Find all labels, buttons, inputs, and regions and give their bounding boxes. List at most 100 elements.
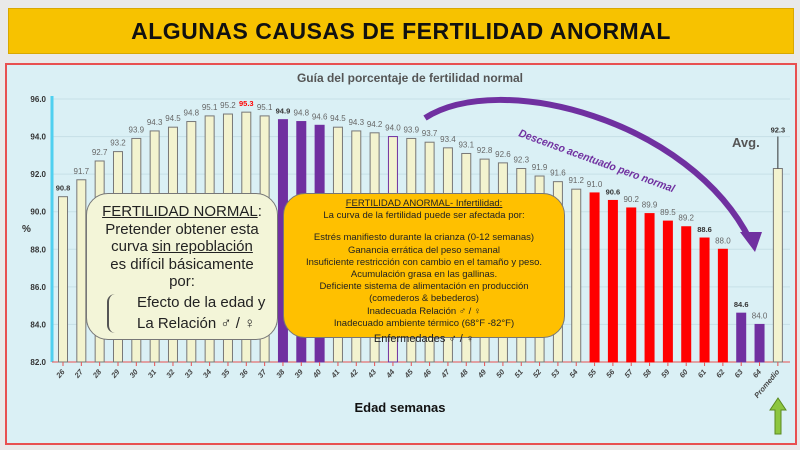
bar-63 [736,312,747,363]
page-title-banner: ALGUNAS CAUSAS DE FERTILIDAD ANORMAL [8,8,794,54]
cause-item: Insuficiente restricción con cambio en e… [305,256,543,268]
data-label: 92.3 [513,156,529,165]
x-tick-label: 64 [751,367,764,380]
x-tick-label: 58 [641,367,654,380]
bar-55 [589,192,600,363]
x-tick-label: 52 [531,367,544,380]
cause-item: Estrés manifiesto durante la crianza (0-… [313,232,535,244]
bar-59 [662,220,673,363]
data-label: 92.6 [495,150,511,159]
data-label: 89.9 [642,201,658,210]
cause-item: Deficiente sistema de alimentación en pr… [319,281,529,293]
cause-item: (comederos & bebederos) [369,293,479,305]
bar-60 [681,226,692,363]
x-tick-label: 61 [696,368,708,380]
data-label: 94.3 [147,118,163,127]
bar-56 [607,199,618,363]
data-label: 90.2 [623,195,639,204]
x-tick-label: 47 [439,367,452,381]
bar-57 [626,207,637,363]
data-label: 94.8 [294,109,310,118]
data-label: 93.7 [422,129,438,138]
x-tick-label: 34 [201,367,214,380]
x-tick-label: 28 [90,367,103,381]
bar-58 [644,213,655,363]
data-label: 91.7 [74,167,90,176]
data-label: 94.0 [385,124,401,133]
data-label: 91.9 [532,163,548,172]
data-label: 93.1 [458,140,474,149]
data-label: 88.6 [697,225,712,234]
bar-Promedio [772,168,783,363]
data-label: 94.5 [165,114,181,123]
data-label: 94.5 [330,114,346,123]
y-tick-label: 88.0 [30,245,46,254]
x-tick-label: 59 [659,367,672,380]
normal-line: es difícil básicamente [110,255,254,273]
x-tick-label: 36 [238,367,251,380]
x-tick-label: 26 [54,367,67,381]
x-tick-label: 38 [274,367,287,380]
data-label: 95.2 [220,101,236,110]
x-tick-label: 60 [677,367,690,380]
x-tick-label: 49 [475,367,488,381]
bar-26 [58,196,68,363]
x-tick-label: 39 [293,367,306,380]
x-tick-label: 54 [568,367,581,380]
x-tick-label: 48 [457,367,470,381]
bar-61 [699,237,710,363]
x-tick-label: 62 [714,367,727,380]
data-label: 89.2 [678,214,694,223]
data-label: 95.1 [202,103,218,112]
data-label: 94.9 [276,107,291,116]
data-label: 90.6 [606,187,621,196]
y-tick-label: 92.0 [30,170,46,179]
cause-item: Inadecuada Relación ♂ / ♀ [366,305,482,317]
data-label: 92.7 [92,148,108,157]
x-tick-label: 35 [219,367,232,380]
normal-line: Pretender obtener esta [105,220,259,238]
x-tick-label: 53 [549,367,562,380]
data-label: 84.6 [734,300,749,309]
bar-54 [571,188,582,363]
data-label: 94.2 [367,120,383,129]
avg-annotation: Avg. [732,135,760,150]
data-label: 94.3 [348,118,364,127]
bar-64 [754,323,765,363]
cause-item: Acumulación grasa en las gallinas. [350,269,498,281]
cause-item: Enfermedades ♂ / ♀ [373,333,475,346]
normal-fertility-box: FERTILIDAD NORMAL: Pretender obtener est… [86,193,278,340]
x-tick-label: 32 [164,367,177,380]
data-label: 94.6 [312,112,328,121]
normal-line: sin repoblación [151,238,253,255]
x-tick-label: 57 [623,367,636,380]
y-tick-label: 94.0 [30,133,46,142]
up-arrow-icon [769,397,787,435]
data-label: 91.6 [550,169,566,178]
y-axis-label: % [22,224,31,235]
data-label: 94.8 [184,109,200,118]
colon: : [257,203,262,220]
x-tick-label: 45 [402,367,415,381]
x-tick-label: 63 [732,367,745,380]
x-tick-label: 31 [146,368,158,380]
x-tick-label: 55 [586,367,599,380]
descent-arrowhead-icon [740,232,762,252]
bar-62 [717,248,728,363]
data-label: 95.1 [257,103,273,112]
x-tick-label: 43 [365,367,378,381]
normal-line: por: [169,273,195,290]
x-tick-label: 30 [128,367,141,380]
x-tick-label: 50 [494,367,507,380]
x-tick-label: 51 [513,368,525,380]
x-tick-label: 56 [604,367,617,380]
x-tick-label: 29 [109,367,122,381]
data-label: 91.0 [587,180,603,189]
y-tick-label: 84.0 [30,320,46,329]
data-label: 89.5 [660,208,676,217]
data-label: 93.4 [440,135,456,144]
page-title: ALGUNAS CAUSAS DE FERTILIDAD ANORMAL [131,17,671,44]
data-label: 93.9 [129,125,145,134]
x-tick-label: 37 [256,367,269,380]
cause-item: Ganancia errática del peso semanal [347,244,501,256]
